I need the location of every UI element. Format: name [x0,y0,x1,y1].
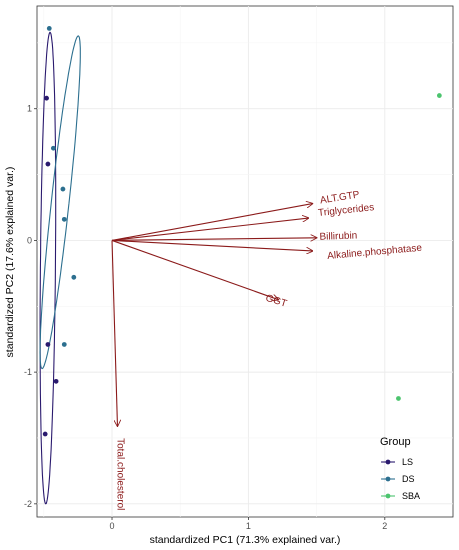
legend-label-ds: DS [402,474,415,484]
x-tick-label: 0 [110,521,115,531]
legend: Group LS DS SBA [380,436,420,501]
loading-label-total-cholesterol: Total.cholesterol [114,438,125,510]
y-axis-title: standardized PC2 (17.6% explained var.) [4,167,16,358]
legend-label-ls: LS [402,457,413,467]
legend-key-sba [385,493,391,499]
point-ds [61,216,67,222]
legend-key-ds [385,476,391,482]
point-sba [436,93,442,98]
point-ls [45,161,51,167]
legend-label-sba: SBA [402,491,420,501]
loading-arrow-billirubin [112,238,317,241]
legend-key-ls [385,459,391,465]
loading-arrow-total-cholesterol [111,240,117,426]
point-ls [44,95,49,101]
point-ls [53,378,59,384]
plot-panel [36,5,454,518]
x-tick-label: 1 [246,521,251,531]
group-ellipses [39,31,81,505]
gridlines [37,6,453,517]
ellipse-ls [39,31,57,505]
loading-arrow-alt-gtp [111,204,312,241]
x-tick-label: 2 [382,521,387,531]
loading-arrow-triglycerides [111,218,308,241]
y-tick-label: 1 [27,104,32,114]
legend-title: Group [380,436,411,448]
point-ds [61,342,67,347]
axis-ticks: 0 1 2 -2 -1 0 1 [24,104,387,531]
point-ds [50,145,56,151]
loading-label-billirubin: Billirubin [319,230,357,242]
x-axis-title: standardized PC1 (71.3% explained var.) [150,534,341,546]
point-ls [45,342,51,347]
point-ds [46,25,52,31]
point-ds [71,274,77,280]
data-points [42,25,442,437]
point-ds [60,186,66,192]
point-sba [396,396,401,401]
ellipse-ds [39,35,81,370]
y-tick-label: -1 [24,367,32,377]
point-ls [42,431,48,437]
loading-arrow-alkaline-phosphatase [111,239,312,251]
loading-arrow-ggt [111,239,278,299]
y-tick-label: 0 [27,235,32,245]
y-tick-label: -2 [24,499,32,509]
